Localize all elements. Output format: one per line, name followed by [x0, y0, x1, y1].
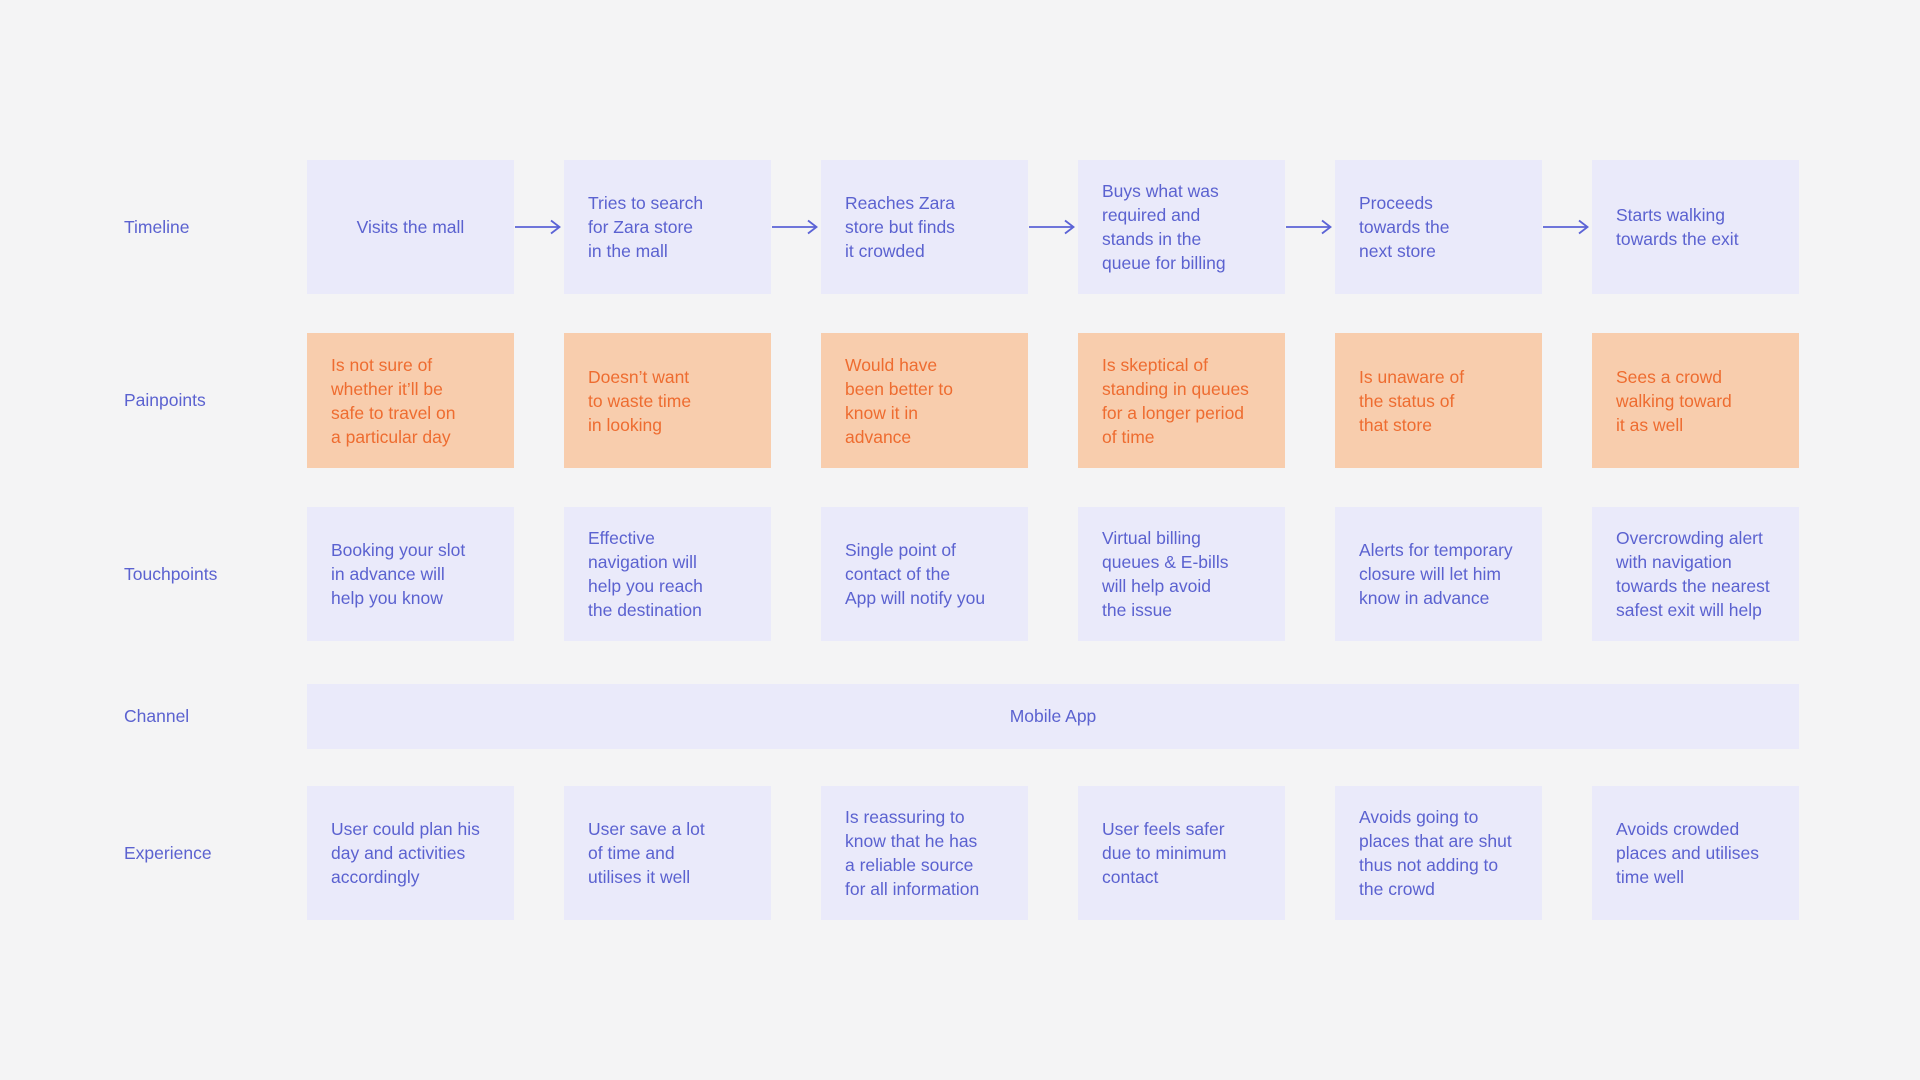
experience-3: Is reassuring to know that he has a reli…: [821, 786, 1028, 920]
experience-cells: User could plan his day and activities a…: [307, 786, 1799, 920]
timeline-step-1: Visits the mall: [307, 160, 514, 294]
experience-4: User feels safer due to minimum contact: [1078, 786, 1285, 920]
channel-cells: Mobile App: [307, 684, 1799, 749]
timeline-cells: Visits the mall Tries to search for Zara…: [307, 160, 1799, 294]
timeline-step-5: Proceeds towards the next store: [1335, 160, 1542, 294]
row-channel: Channel Mobile App: [124, 684, 1799, 749]
painpoint-5: Is unaware of the status of that store: [1335, 333, 1542, 468]
timeline-step-4: Buys what was required and stands in the…: [1078, 160, 1285, 294]
experience-5: Avoids going to places that are shut thu…: [1335, 786, 1542, 920]
timeline-step-2: Tries to search for Zara store in the ma…: [564, 160, 771, 294]
experience-2: User save a lot of time and utilises it …: [564, 786, 771, 920]
painpoint-3: Would have been better to know it in adv…: [821, 333, 1028, 468]
timeline-step-3: Reaches Zara store but finds it crowded: [821, 160, 1028, 294]
experience-6: Avoids crowded places and utilises time …: [1592, 786, 1799, 920]
touchpoint-4: Virtual billing queues & E-bills will he…: [1078, 507, 1285, 641]
painpoint-6: Sees a crowd walking toward it as well: [1592, 333, 1799, 468]
touchpoint-5: Alerts for temporary closure will let hi…: [1335, 507, 1542, 641]
row-label-touchpoints: Touchpoints: [124, 563, 218, 584]
row-touchpoints: Touchpoints Booking your slot in advance…: [124, 507, 1799, 641]
painpoint-4: Is skeptical of standing in queues for a…: [1078, 333, 1285, 468]
touchpoints-cells: Booking your slot in advance will help y…: [307, 507, 1799, 641]
touchpoint-2: Effective navigation will help you reach…: [564, 507, 771, 641]
experience-1: User could plan his day and activities a…: [307, 786, 514, 920]
touchpoint-3: Single point of contact of the App will …: [821, 507, 1028, 641]
arrow-right-icon: [1542, 160, 1592, 294]
arrow-right-icon: [771, 160, 821, 294]
channel-bar: Mobile App: [307, 684, 1799, 749]
timeline-step-6: Starts walking towards the exit: [1592, 160, 1799, 294]
painpoints-cells: Is not sure of whether it’ll be safe to …: [307, 333, 1799, 468]
touchpoint-6: Overcrowding alert with navigation towar…: [1592, 507, 1799, 641]
arrow-right-icon: [1285, 160, 1335, 294]
row-label-timeline: Timeline: [124, 216, 190, 237]
row-timeline: Timeline Visits the mall Tries to search…: [124, 160, 1799, 294]
arrow-right-icon: [1028, 160, 1078, 294]
row-painpoints: Painpoints Is not sure of whether it’ll …: [124, 333, 1799, 468]
touchpoint-1: Booking your slot in advance will help y…: [307, 507, 514, 641]
row-experience: Experience User could plan his day and a…: [124, 786, 1799, 920]
arrow-right-icon: [514, 160, 564, 294]
row-label-painpoints: Painpoints: [124, 390, 206, 410]
row-label-channel: Channel: [124, 706, 190, 726]
painpoint-2: Doesn’t want to waste time in looking: [564, 333, 771, 468]
painpoint-1: Is not sure of whether it’ll be safe to …: [307, 333, 514, 468]
journey-map: Timeline Visits the mall Tries to search…: [124, 160, 1799, 920]
row-label-experience: Experience: [124, 842, 212, 863]
